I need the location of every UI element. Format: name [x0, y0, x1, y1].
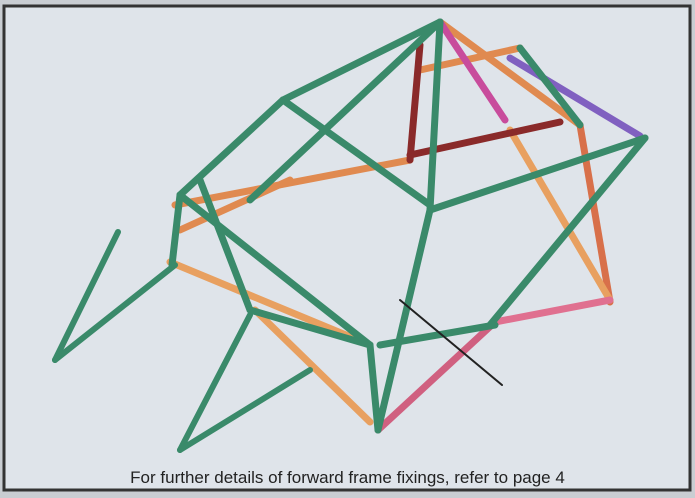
roll-cage-drawing	[0, 0, 695, 493]
page: {"caption": "For further details of forw…	[0, 0, 695, 493]
figure: For further details of forward frame fix…	[0, 0, 695, 493]
caption: For further details of forward frame fix…	[0, 468, 695, 488]
